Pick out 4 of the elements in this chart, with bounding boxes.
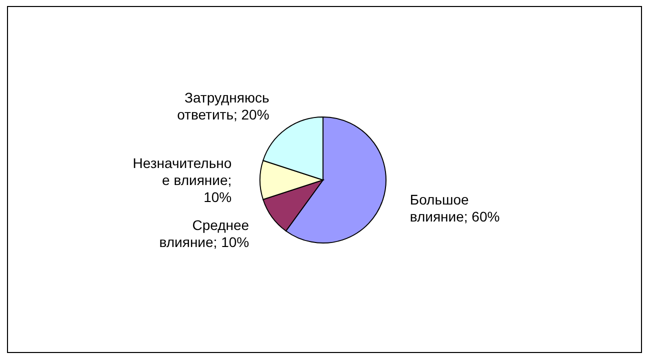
slice-label: Среднее влияние; 10% — [159, 217, 250, 250]
slice-label: Затрудняюсь ответить; 20% — [177, 90, 270, 123]
slice-label: Незначительное влияние; 10% — [132, 155, 232, 205]
slice-label: Большое влияние; 60% — [410, 192, 500, 225]
